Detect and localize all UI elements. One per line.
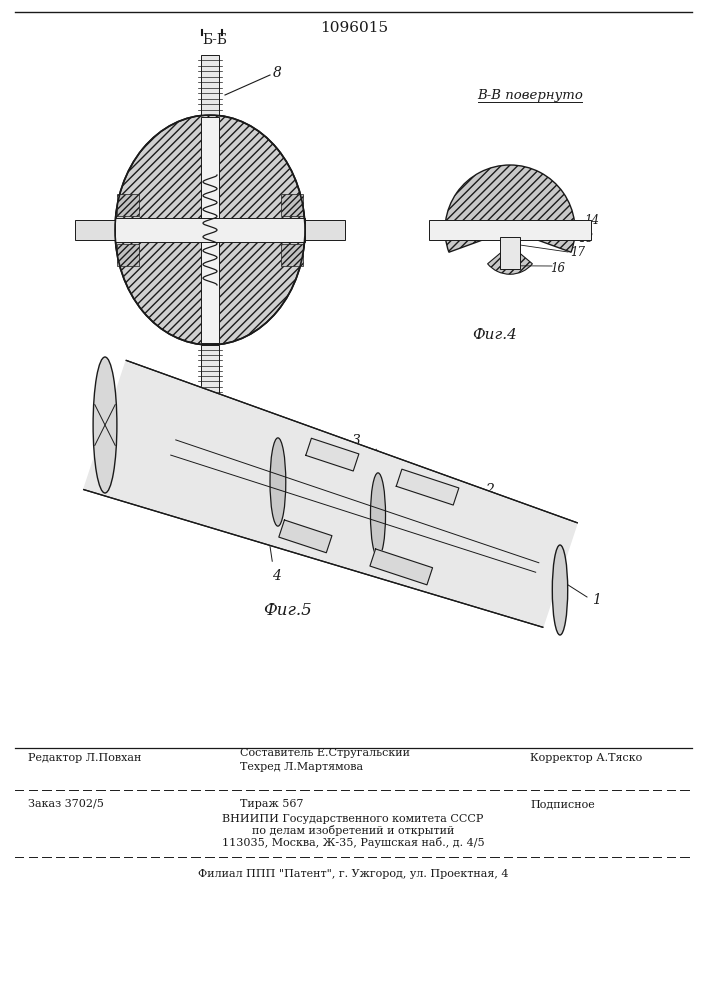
Ellipse shape	[370, 473, 385, 557]
Ellipse shape	[270, 438, 286, 526]
Text: Составитель Е.Стругальский: Составитель Е.Стругальский	[240, 748, 410, 758]
Text: 3: 3	[352, 434, 361, 448]
Text: В-В повернуто: В-В повернуто	[477, 89, 583, 102]
Text: 2: 2	[472, 573, 481, 587]
Text: 113035, Москва, Ж-35, Раушская наб., д. 4/5: 113035, Москва, Ж-35, Раушская наб., д. …	[222, 838, 484, 848]
Bar	[201, 117, 219, 343]
Wedge shape	[445, 165, 575, 252]
Text: Подписное: Подписное	[530, 799, 595, 809]
Text: Фиг.3: Фиг.3	[168, 410, 212, 424]
Bar	[428, 220, 591, 240]
Polygon shape	[201, 55, 219, 115]
Text: Заказ 3702/5: Заказ 3702/5	[28, 799, 104, 809]
Polygon shape	[305, 438, 359, 471]
Bar	[500, 236, 520, 269]
Text: 5: 5	[439, 486, 448, 500]
Polygon shape	[370, 549, 433, 585]
Text: 8: 8	[273, 66, 282, 80]
Text: Корректор А.Тяско: Корректор А.Тяско	[530, 753, 642, 763]
Text: Фиг.5: Фиг.5	[262, 602, 311, 619]
Bar	[115, 218, 305, 242]
Text: 3: 3	[251, 423, 260, 437]
Polygon shape	[201, 345, 219, 400]
Bar	[281, 244, 303, 266]
Text: Б-Б: Б-Б	[202, 33, 228, 47]
Bar	[117, 244, 139, 266]
Bar	[117, 194, 139, 216]
Ellipse shape	[115, 115, 305, 345]
Polygon shape	[75, 220, 115, 240]
Text: Филиал ППП "Патент", г. Ужгород, ул. Проектная, 4: Филиал ППП "Патент", г. Ужгород, ул. Про…	[198, 869, 508, 879]
Polygon shape	[279, 520, 332, 553]
Text: по делам изобретений и открытий: по делам изобретений и открытий	[252, 826, 454, 836]
Polygon shape	[396, 469, 459, 505]
Text: Фиг.4: Фиг.4	[472, 328, 518, 342]
Wedge shape	[488, 245, 532, 274]
Text: Техред Л.Мартямова: Техред Л.Мартямова	[240, 762, 363, 772]
Ellipse shape	[93, 357, 117, 493]
Polygon shape	[305, 220, 345, 240]
Text: 2: 2	[485, 483, 494, 497]
Text: 1: 1	[592, 593, 601, 607]
Text: 16: 16	[550, 261, 565, 274]
Ellipse shape	[552, 545, 568, 635]
Text: 1096015: 1096015	[320, 21, 388, 35]
Text: 18: 18	[578, 232, 593, 244]
Text: Тираж 567: Тираж 567	[240, 799, 303, 809]
Polygon shape	[83, 360, 577, 627]
Text: ВНИИПИ Государственного комитета СССР: ВНИИПИ Государственного комитета СССР	[222, 814, 484, 824]
Text: 4: 4	[271, 569, 281, 583]
Text: 17: 17	[570, 245, 585, 258]
Text: Редактор Л.Повхан: Редактор Л.Повхан	[28, 753, 141, 763]
Bar	[281, 194, 303, 216]
Text: 14: 14	[584, 214, 599, 227]
